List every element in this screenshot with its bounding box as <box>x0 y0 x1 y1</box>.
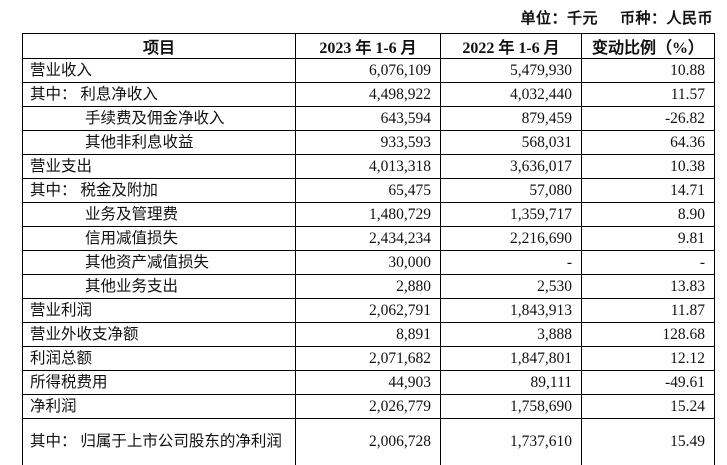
table-row: 利润总额 2,071,682 1,847,801 12.12 <box>22 346 715 371</box>
table-row: 其中： 利息净收入 4,498,922 4,032,440 11.57 <box>22 82 715 107</box>
value-2022: 2,216,690 <box>440 226 582 251</box>
col-header-2023: 2023 年 1-6 月 <box>295 33 441 59</box>
header-row: 项目 2023 年 1-6 月 2022 年 1-6 月 变动比例（%） <box>22 33 715 59</box>
row-label: 所得税费用 <box>22 370 296 395</box>
row-label: 其中： 税金及附加 <box>22 178 296 203</box>
value-2022: 3,636,017 <box>440 154 582 179</box>
value-2022: 1,847,801 <box>440 346 582 371</box>
table-row: 营业利润 2,062,791 1,843,913 11.87 <box>22 298 715 323</box>
table-row: 其他业务支出 2,880 2,530 13.83 <box>22 274 715 299</box>
table-row: 其他资产减值损失 30,000 - - <box>22 250 715 275</box>
value-2022: 57,080 <box>440 178 582 203</box>
change-value: 15.24 <box>581 394 715 419</box>
table-row: 营业收入 6,076,109 5,479,930 10.88 <box>22 58 715 83</box>
row-label: 其中： 利息净收入 <box>22 82 296 107</box>
row-label: 净利润 <box>22 394 296 419</box>
value-2023: 8,891 <box>295 322 441 347</box>
currency-value: 人民币 <box>666 11 713 27</box>
value-2023: 30,000 <box>295 250 441 275</box>
value-2022: 1,758,690 <box>440 394 582 419</box>
row-label: 其他非利息收益 <box>22 130 296 155</box>
value-2023: 2,434,234 <box>295 226 441 251</box>
change-value: 10.88 <box>581 58 715 83</box>
table-row: 营业外收支净额 8,891 3,888 128.68 <box>22 322 715 347</box>
value-2022: 1,737,610 <box>440 418 582 465</box>
row-label: 手续费及佣金净收入 <box>22 106 296 131</box>
row-label: 业务及管理费 <box>22 202 296 227</box>
value-2023: 2,880 <box>295 274 441 299</box>
unit-value: 千元 <box>566 11 598 27</box>
table-row: 其中： 税金及附加 65,475 57,080 14.71 <box>22 178 715 203</box>
row-label: 营业支出 <box>22 154 296 179</box>
row-label: 信用减值损失 <box>22 226 296 251</box>
table-row: 净利润 2,026,779 1,758,690 15.24 <box>22 394 715 419</box>
value-2023: 1,480,729 <box>295 202 441 227</box>
change-value: - <box>581 250 715 275</box>
table-row: 信用减值损失 2,434,234 2,216,690 9.81 <box>22 226 715 251</box>
change-value: 11.57 <box>581 82 715 107</box>
change-value: 14.71 <box>581 178 715 203</box>
value-2022: 1,843,913 <box>440 298 582 323</box>
change-value: 15.49 <box>581 418 715 465</box>
value-2022: - <box>440 250 582 275</box>
table-row: 其中： 归属于上市公司股东的净利润 2,006,728 1,737,610 15… <box>22 418 715 465</box>
col-header-2022: 2022 年 1-6 月 <box>440 33 582 59</box>
unit-currency-line: 单位：千元 币种：人民币 <box>520 7 713 28</box>
row-label: 利润总额 <box>22 346 296 371</box>
value-2022: 4,032,440 <box>440 82 582 107</box>
row-label: 其中： 归属于上市公司股东的净利润 <box>22 418 296 465</box>
table-row: 其他非利息收益 933,593 568,031 64.36 <box>22 130 715 155</box>
value-2023: 4,498,922 <box>295 82 441 107</box>
row-label: 营业收入 <box>22 58 296 83</box>
value-2023: 2,062,791 <box>295 298 441 323</box>
change-value: -49.61 <box>581 370 715 395</box>
col-header-change-pct: 变动比例（%） <box>581 33 715 59</box>
value-2023: 6,076,109 <box>295 58 441 83</box>
change-value: 128.68 <box>581 322 715 347</box>
change-value: -26.82 <box>581 106 715 131</box>
table-row: 营业支出 4,013,318 3,636,017 10.38 <box>22 154 715 179</box>
value-2022: 1,359,717 <box>440 202 582 227</box>
unit-label: 单位： <box>520 11 567 27</box>
value-2022: 879,459 <box>440 106 582 131</box>
table-row: 业务及管理费 1,480,729 1,359,717 8.90 <box>22 202 715 227</box>
value-2023: 4,013,318 <box>295 154 441 179</box>
income-statement-table: 项目 2023 年 1-6 月 2022 年 1-6 月 变动比例（%） 营业收… <box>22 33 715 465</box>
row-label: 其他业务支出 <box>22 274 296 299</box>
value-2022: 89,111 <box>440 370 582 395</box>
value-2023: 65,475 <box>295 178 441 203</box>
value-2022: 2,530 <box>440 274 582 299</box>
row-label: 营业外收支净额 <box>22 322 296 347</box>
value-2022: 5,479,930 <box>440 58 582 83</box>
table-row: 手续费及佣金净收入 643,594 879,459 -26.82 <box>22 106 715 131</box>
value-2023: 2,071,682 <box>295 346 441 371</box>
change-value: 9.81 <box>581 226 715 251</box>
change-value: 11.87 <box>581 298 715 323</box>
table-row: 所得税费用 44,903 89,111 -49.61 <box>22 370 715 395</box>
row-label: 营业利润 <box>22 298 296 323</box>
value-2023: 2,006,728 <box>295 418 441 465</box>
change-value: 64.36 <box>581 130 715 155</box>
change-value: 12.12 <box>581 346 715 371</box>
value-2023: 2,026,779 <box>295 394 441 419</box>
value-2023: 44,903 <box>295 370 441 395</box>
value-2022: 568,031 <box>440 130 582 155</box>
value-2022: 3,888 <box>440 322 582 347</box>
col-header-item: 项目 <box>22 33 296 59</box>
change-value: 10.38 <box>581 154 715 179</box>
value-2023: 643,594 <box>295 106 441 131</box>
value-2023: 933,593 <box>295 130 441 155</box>
table-body: 营业收入 6,076,109 5,479,930 10.88 其中： 利息净收入… <box>22 58 715 465</box>
row-label: 其他资产减值损失 <box>22 250 296 275</box>
change-value: 8.90 <box>581 202 715 227</box>
currency-label: 币种： <box>619 11 667 27</box>
change-value: 13.83 <box>581 274 715 299</box>
